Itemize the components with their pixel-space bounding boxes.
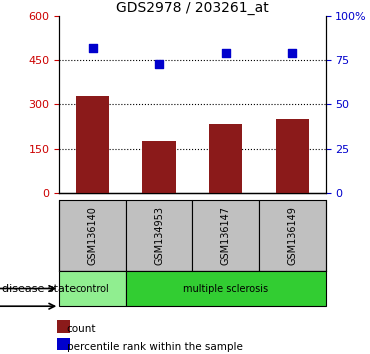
Point (289, 50, 295, 56)
Text: control: control (75, 284, 110, 293)
Title: GDS2978 / 203261_at: GDS2978 / 203261_at (116, 1, 269, 15)
Text: GSM136140: GSM136140 (87, 206, 98, 265)
Text: GSM136147: GSM136147 (221, 206, 231, 265)
Bar (192, 200, 259, 271)
Bar (126, 271, 326, 306)
Bar (142, 141, 176, 193)
Bar (59, 200, 126, 271)
Point (223, 50, 229, 56)
Point (156, 61, 162, 67)
Text: GSM134953: GSM134953 (154, 206, 164, 265)
Point (90, 45, 95, 51)
Bar (126, 200, 192, 271)
Bar (209, 124, 242, 193)
Text: GSM136149: GSM136149 (287, 206, 297, 265)
Bar (76, 96, 109, 193)
Text: disease state: disease state (2, 284, 76, 293)
Text: multiple sclerosis: multiple sclerosis (183, 284, 268, 293)
Text: count: count (67, 324, 96, 334)
Bar (59, 271, 126, 306)
Bar (276, 119, 309, 193)
Text: percentile rank within the sample: percentile rank within the sample (67, 342, 242, 352)
Bar (259, 200, 326, 271)
